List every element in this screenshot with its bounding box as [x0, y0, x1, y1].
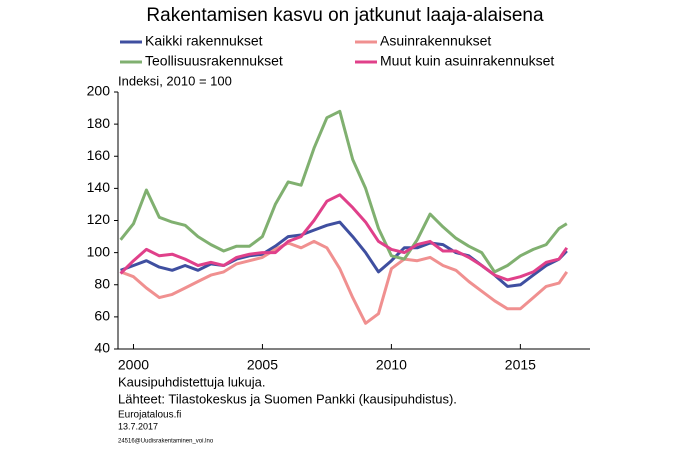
- legend-label: Kaikki rakennukset: [145, 33, 263, 49]
- x-tick-label: 2010: [376, 357, 407, 373]
- x-tick-label: 2015: [505, 357, 536, 373]
- y-axis-label: Indeksi, 2010 = 100: [118, 73, 232, 88]
- y-tick-label: 140: [87, 179, 111, 195]
- y-tick-label: 80: [94, 275, 110, 291]
- y-tick-label: 40: [94, 340, 110, 356]
- y-tick-label: 160: [87, 147, 111, 163]
- legend-label: Muut kuin asuinrakennukset: [380, 53, 554, 69]
- note: 24516@Uudisrakentaminen_voi.lno: [118, 439, 214, 445]
- y-tick-label: 100: [87, 243, 111, 259]
- note: Lähteet: Tilastokeskus ja Suomen Pankki …: [118, 391, 457, 406]
- x-tick-label: 2000: [118, 357, 149, 373]
- series-line: [120, 239, 569, 325]
- note: Eurojatalous.fi: [118, 410, 181, 421]
- note: Kausipuhdistettuja lukuja.: [118, 374, 265, 389]
- legend-label: Teollisuusrakennukset: [145, 53, 283, 69]
- x-tick-label: 2005: [247, 357, 278, 373]
- y-tick-label: 60: [94, 308, 110, 324]
- y-tick-label: 180: [87, 115, 111, 131]
- note: 13.7.2017: [118, 421, 158, 431]
- series-line: [119, 193, 569, 282]
- chart-title: Rakentamisen kasvu on jatkunut laaja-ala…: [146, 5, 544, 26]
- series-line: [119, 109, 568, 274]
- y-tick-label: 200: [87, 83, 111, 99]
- y-tick-label: 120: [87, 211, 111, 227]
- legend-label: Asuinrakennukset: [380, 33, 491, 49]
